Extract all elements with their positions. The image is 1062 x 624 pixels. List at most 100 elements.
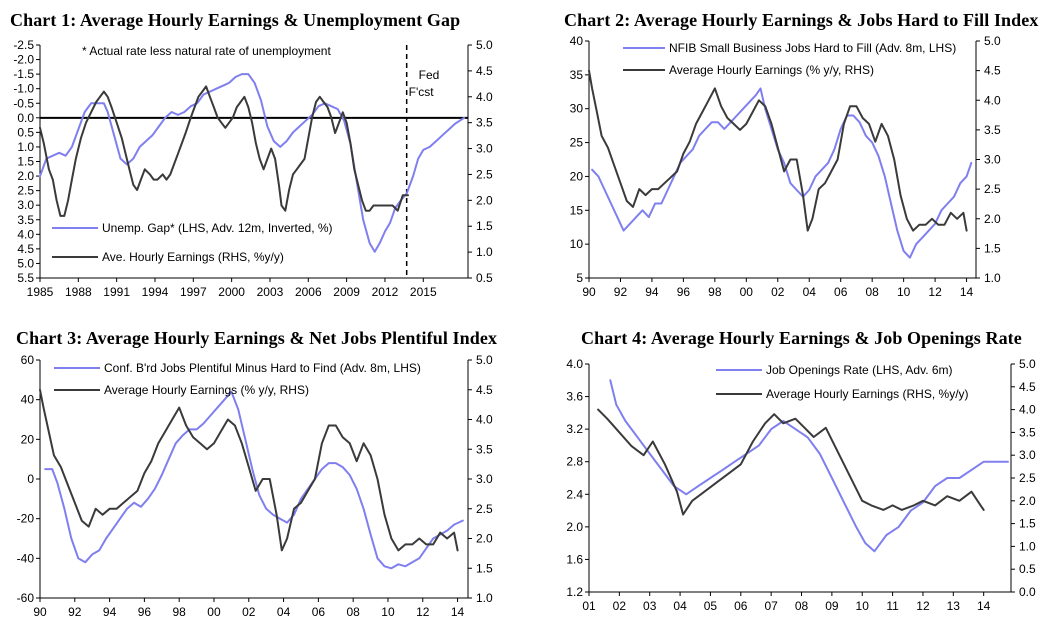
x-tick-label: 08 (795, 599, 809, 613)
x-tick-label: 92 (614, 285, 628, 299)
right-tick-label: 5.0 (1019, 357, 1036, 371)
chart-4-plot: 1.2 1.6 2.0 2.4 2.8 3.2 3.6 4.0 0.0 0.5 1.0 1.5 2.0 2… (566, 357, 1036, 613)
x-tick-label: 12 (916, 599, 930, 613)
chart-1-panel: Chart 1: Average Hourly Earnings & Unemp… (0, 0, 531, 312)
left-tick-label: -2.0 (13, 53, 34, 67)
right-tick-label: 5.0 (984, 34, 1001, 48)
left-tick-label: 10 (570, 237, 584, 251)
x-tick-label: 02 (771, 285, 785, 299)
left-tick-label: 0.5 (17, 125, 34, 139)
x-tick-label: 09 (825, 599, 839, 613)
left-tick-label: -60 (17, 591, 35, 605)
right-tick-label: 0.5 (1019, 562, 1036, 576)
series-line-lhs (39, 73, 466, 253)
legend-label: Job Openings Rate (LHS, Adv. 6m) (766, 363, 953, 377)
right-tick-label: 2.0 (476, 532, 493, 546)
chart-2-plot: 5 10 15 20 25 30 35 40 1.0 1.5 2.0 2.5 3.0 3.5 4.0 4.5 5… (570, 34, 1001, 299)
forecast-label-fcst: F'cst (409, 85, 435, 99)
chart-1-plot: -2.5-2.0-1.5-1.0-0.50.00.51.01.52.02.53.… (13, 38, 493, 299)
right-tick-label: 4.5 (476, 64, 493, 78)
series-line-lhs (609, 379, 1009, 553)
right-tick-label: 0.5 (476, 271, 493, 285)
right-tick-label: 3.0 (476, 142, 493, 156)
x-tick-label: 10 (897, 285, 911, 299)
x-tick-label: 02 (242, 605, 256, 619)
x-tick-label: 2003 (257, 285, 284, 299)
x-tick-label: 96 (677, 285, 691, 299)
right-tick-label: 2.0 (984, 212, 1001, 226)
x-tick-label: 07 (764, 599, 778, 613)
right-tick-label: 4.0 (1019, 403, 1036, 417)
right-tick-label: 4.5 (476, 383, 493, 397)
left-tick-label: -0.5 (13, 96, 34, 110)
right-tick-label: 1.5 (984, 241, 1001, 255)
right-tick-label: 1.5 (476, 219, 493, 233)
chart-4-panel: Chart 4: Average Hourly Earnings & Job O… (531, 312, 1062, 624)
left-tick-label: 2.0 (566, 520, 583, 534)
series-line-rhs (39, 85, 409, 217)
chart-4-title: Chart 4: Average Hourly Earnings & Job O… (581, 328, 1022, 348)
legend-label: Ave. Hourly Earnings (RHS, %y/y) (102, 250, 284, 264)
x-tick-label: 06 (734, 599, 748, 613)
right-tick-label: 5.0 (476, 38, 493, 52)
x-tick-label: 10 (381, 605, 395, 619)
right-tick-label: 4.0 (476, 413, 493, 427)
left-tick-label: 3.6 (566, 390, 583, 404)
right-tick-label: 3.0 (1019, 448, 1036, 462)
left-tick-label: -20 (17, 512, 35, 526)
x-tick-label: 06 (834, 285, 848, 299)
left-tick-label: 3.5 (17, 213, 34, 227)
right-tick-label: 1.0 (476, 245, 493, 259)
x-tick-label: 10 (856, 599, 870, 613)
left-tick-label: 0.0 (17, 111, 34, 125)
x-tick-label: 14 (960, 285, 974, 299)
left-tick-label: 5.5 (17, 271, 34, 285)
legend-label: NFIB Small Business Jobs Hard to Fill (A… (669, 41, 956, 55)
right-tick-label: 2.5 (476, 167, 493, 181)
left-tick-label: 15 (570, 203, 584, 217)
right-tick-label: 3.5 (1019, 425, 1036, 439)
x-tick-label: 1988 (65, 285, 92, 299)
x-tick-label: 01 (582, 599, 596, 613)
chart-3-panel: Chart 3: Average Hourly Earnings & Net J… (0, 312, 531, 624)
left-tick-label: 4.0 (566, 357, 583, 371)
left-tick-label: 4.5 (17, 242, 34, 256)
chart-1-title: Chart 1: Average Hourly Earnings & Unemp… (10, 10, 461, 30)
x-tick-label: 12 (416, 605, 430, 619)
series-line-rhs (39, 388, 459, 552)
legend-label: Average Hourly Earnings (% y/y, RHS) (104, 383, 309, 397)
right-tick-label: 3.5 (476, 442, 493, 456)
right-tick-label: 0.0 (1019, 585, 1036, 599)
x-tick-label: 98 (708, 285, 722, 299)
right-tick-label: 2.5 (984, 182, 1001, 196)
left-tick-label: -1.0 (13, 82, 34, 96)
left-tick-label: 5.0 (17, 256, 34, 270)
left-tick-label: -40 (17, 551, 35, 565)
x-tick-label: 96 (138, 605, 152, 619)
left-tick-label: 2.5 (17, 184, 34, 198)
right-tick-label: 3.0 (476, 472, 493, 486)
x-tick-label: 05 (704, 599, 718, 613)
left-tick-label: 3.2 (566, 422, 583, 436)
left-tick-label: 30 (570, 102, 584, 116)
legend-label: Average Hourly Earnings (RHS, %y/y) (766, 387, 969, 401)
x-tick-label: 04 (277, 605, 291, 619)
x-tick-label: 2006 (295, 285, 322, 299)
x-tick-label: 04 (803, 285, 817, 299)
chart-annotation: * Actual rate less natural rate of unemp… (82, 44, 331, 58)
chart-3-plot: -60-40-2002040601.01.52.02.53.03.54.04.5… (17, 353, 493, 619)
right-tick-label: 3.0 (984, 153, 1001, 167)
x-tick-label: 2012 (372, 285, 399, 299)
x-tick-label: 03 (643, 599, 657, 613)
x-tick-label: 1985 (27, 285, 54, 299)
x-tick-label: 90 (33, 605, 47, 619)
left-tick-label: 40 (570, 34, 584, 48)
right-tick-label: 1.0 (984, 271, 1001, 285)
right-tick-label: 1.0 (476, 591, 493, 605)
x-tick-label: 04 (673, 599, 687, 613)
x-tick-label: 98 (173, 605, 187, 619)
left-tick-label: 25 (570, 136, 584, 150)
right-tick-label: 3.5 (984, 123, 1001, 137)
left-tick-label: 2.0 (17, 169, 34, 183)
left-tick-label: 4.0 (17, 227, 34, 241)
